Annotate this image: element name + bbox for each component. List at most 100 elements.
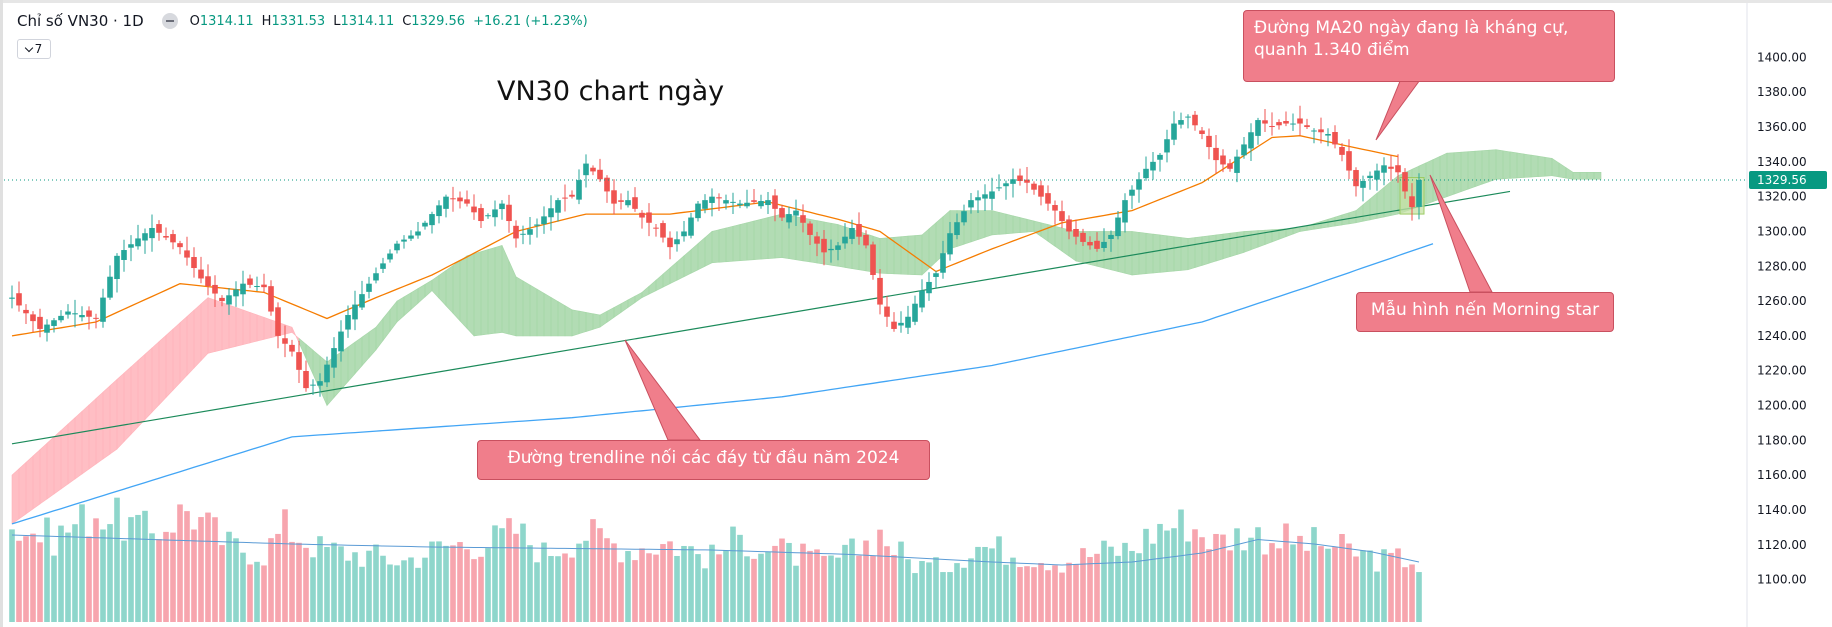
volume-bar [338, 546, 344, 622]
candle [576, 169, 582, 205]
callout-pointer-trendline [624, 339, 701, 441]
candle-body [842, 236, 848, 244]
cloud-segment [613, 303, 622, 318]
symbol-title[interactable]: Chỉ số VN30 · 1D [17, 12, 144, 30]
candle [457, 191, 463, 209]
cloud-segment [886, 236, 895, 275]
candle-body [317, 381, 323, 386]
candle-body [310, 384, 316, 386]
volume-bar [569, 557, 575, 622]
cloud-segment [914, 234, 923, 276]
candle-body [1304, 125, 1310, 128]
cloud-segment [410, 288, 419, 311]
candle [219, 295, 225, 307]
cloud-segment [732, 224, 741, 262]
candle-body [338, 331, 344, 352]
volume-bar [254, 561, 260, 622]
candle-body [1402, 172, 1408, 192]
candle [744, 189, 750, 209]
cloud-segment [1012, 215, 1021, 234]
chart-annotation-title[interactable]: VN30 chart ngày [497, 76, 725, 107]
candle-body [1409, 196, 1415, 208]
cloud-segment [704, 230, 713, 267]
price-tick-label: 1180.00 [1757, 433, 1807, 447]
candle-body [548, 208, 554, 218]
volume-bar [429, 541, 435, 622]
candle [583, 154, 589, 188]
candle [632, 187, 638, 212]
candle-body [219, 297, 225, 302]
candle-body [1031, 183, 1037, 190]
candle [912, 295, 918, 326]
candle [1101, 228, 1107, 252]
candle-body [1178, 120, 1184, 125]
candle-body [947, 233, 953, 255]
candle-body [884, 306, 890, 317]
volume-pane [9, 497, 1422, 622]
cloud-segment [739, 222, 748, 262]
collapse-toggle-icon[interactable] [161, 13, 178, 29]
candle-body [597, 169, 603, 180]
candle [513, 220, 519, 248]
candle-body [1024, 179, 1030, 183]
volume-bar [436, 541, 442, 622]
volume-bar [681, 545, 687, 622]
volume-bar [51, 555, 57, 622]
cloud-segment [340, 346, 349, 391]
candle-body [1339, 146, 1345, 155]
volume-bar [317, 536, 323, 622]
candle-body [1227, 163, 1233, 169]
candle-body [415, 231, 421, 236]
candle-body [464, 199, 470, 204]
volume-bar [492, 525, 498, 622]
volume-bar [751, 558, 757, 622]
callout-ma20-resistance[interactable]: Đường MA20 ngày đang là kháng cự, quanh … [1243, 10, 1615, 82]
candle [9, 285, 15, 309]
volume-bar [548, 556, 554, 622]
candle [1171, 111, 1177, 146]
callout-morning-star[interactable]: Mẫu hình nến Morning star [1356, 292, 1614, 332]
volume-bar [506, 518, 512, 622]
cloud-segment [207, 297, 216, 354]
cloud-segment [550, 296, 559, 337]
candle-body [506, 204, 512, 222]
ohlc-high: H1331.53 [261, 13, 326, 29]
price-change: +16.21 (+1.23%) [473, 13, 588, 29]
candle [1220, 149, 1226, 173]
volume-bar [478, 556, 484, 622]
candle [1332, 125, 1338, 149]
candle-body [1087, 241, 1093, 246]
candle [646, 203, 652, 237]
indicators-toggle[interactable]: 7 [17, 39, 51, 59]
candle [1066, 215, 1072, 240]
candle [128, 235, 134, 262]
candle [121, 239, 127, 272]
candle-body [632, 197, 638, 209]
candle [359, 280, 365, 311]
volume-bar [128, 517, 134, 622]
cloud-segment [564, 305, 573, 337]
candle-body [1038, 185, 1044, 197]
candle [702, 194, 708, 214]
candle-body [408, 235, 414, 239]
candle [688, 212, 694, 239]
cloud-segment [599, 310, 608, 328]
cloud-segment [368, 326, 377, 359]
cloud-segment [1159, 234, 1168, 273]
volume-bar [625, 551, 631, 622]
cloud-segment [1579, 171, 1588, 180]
cloud-segment [879, 237, 888, 274]
cloud-segment [746, 220, 755, 261]
candle-body [296, 352, 302, 370]
callout-trendline[interactable]: Đường trendline nối các đáy từ đầu năm 2… [477, 440, 930, 480]
cloud-segment [1530, 154, 1539, 178]
candle-body [72, 313, 78, 315]
candle [1073, 219, 1079, 245]
cloud-segment [396, 296, 405, 323]
volume-bar [485, 548, 491, 622]
volume-bar [1024, 566, 1030, 622]
volume-bar [352, 552, 358, 622]
cloud-segment [830, 222, 839, 267]
candle [268, 280, 274, 316]
